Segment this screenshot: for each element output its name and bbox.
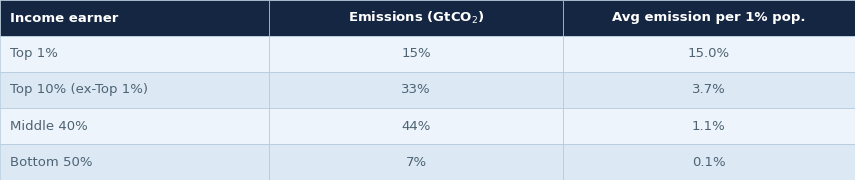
Text: Income earner: Income earner (10, 12, 119, 24)
Bar (0, 144, 269, 180)
Text: Emissions (GtCO$_2$): Emissions (GtCO$_2$) (348, 10, 484, 26)
Bar (563, 36, 855, 72)
Text: 1.1%: 1.1% (692, 120, 726, 132)
Text: Bottom 50%: Bottom 50% (10, 156, 92, 168)
Bar (0, 108, 269, 144)
Text: Top 10% (ex-Top 1%): Top 10% (ex-Top 1%) (10, 84, 148, 96)
Bar (269, 72, 563, 108)
Bar (563, 108, 855, 144)
Bar (269, 144, 563, 180)
Text: Top 1%: Top 1% (10, 48, 58, 60)
Bar (563, 144, 855, 180)
Bar (0, 36, 269, 72)
Bar (563, 72, 855, 108)
Text: Avg emission per 1% pop.: Avg emission per 1% pop. (612, 12, 805, 24)
Text: 7%: 7% (405, 156, 427, 168)
Text: 3.7%: 3.7% (692, 84, 726, 96)
Bar (269, 36, 563, 72)
Text: 15%: 15% (401, 48, 431, 60)
Bar (0, 0, 269, 36)
Text: Middle 40%: Middle 40% (10, 120, 88, 132)
Text: 0.1%: 0.1% (692, 156, 726, 168)
Text: 15.0%: 15.0% (687, 48, 730, 60)
Text: 44%: 44% (401, 120, 431, 132)
Bar (269, 0, 563, 36)
Bar (0, 72, 269, 108)
Bar (563, 0, 855, 36)
Text: 33%: 33% (401, 84, 431, 96)
Bar (269, 108, 563, 144)
